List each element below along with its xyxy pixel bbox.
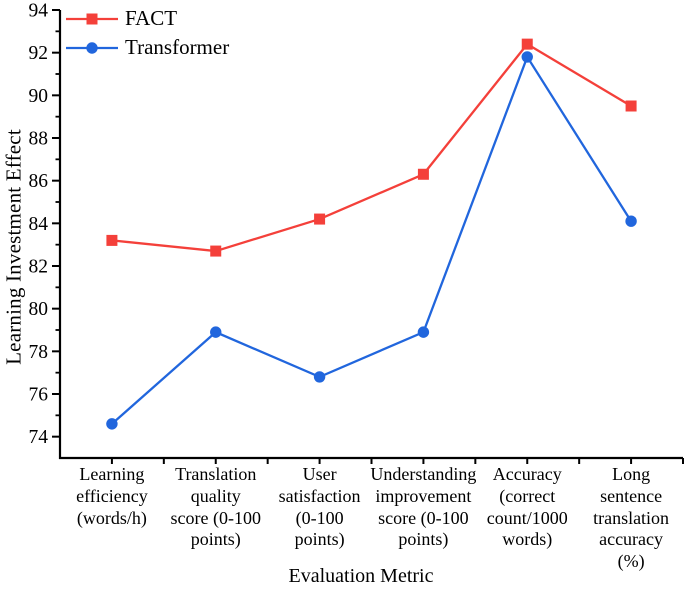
y-tick-label: 78 [29,342,49,363]
legend: FACT Transformer [66,4,229,62]
data-point-circle [210,326,222,338]
y-tick-label: 94 [29,1,49,22]
y-tick-label: 86 [29,171,49,192]
data-point-square [625,100,637,112]
series-line-fact [111,42,632,253]
y-tick-label: 74 [29,427,49,448]
x-tick-label: Translation quality score (0-100 points) [170,464,261,550]
x-tick-label: Accuracy (correct count/1000 words) [486,464,568,550]
data-point-square [106,234,118,246]
legend-marker-circle-icon [66,41,118,54]
data-point-circle [521,51,533,63]
x-axis-title: Evaluation Metric [288,565,434,587]
y-tick-label: 82 [29,257,49,278]
x-tick-label: Long sentence translation accuracy (%) [593,464,670,572]
x-tick-label: User satisfaction (0-100 points) [278,464,361,550]
y-tick-label: 76 [29,385,49,406]
legend-item-fact: FACT [66,4,229,33]
data-point-square [521,38,533,50]
data-point-circle [417,326,430,338]
data-point-circle [106,418,118,430]
data-point-square [314,213,326,225]
y-tick-label: 84 [29,214,49,235]
y-tick-label: 92 [29,43,49,64]
y-tick-label: 90 [29,86,49,107]
series-line-transformer [111,54,633,425]
legend-label: FACT [125,6,178,30]
legend-label: Transformer [125,35,230,59]
y-tick-label: 88 [29,129,49,150]
data-point-circle [313,371,326,383]
data-point-square [210,245,222,257]
legend-marker-square-icon [66,13,118,24]
x-tick-label: Understanding improvement score (0-100 p… [370,464,477,550]
y-tick-label: 80 [29,299,49,320]
data-point-square [417,168,429,180]
y-axis-title: Learning Investment Effect [1,129,26,365]
x-tick-label: Learning efficiency (words/h) [76,464,148,528]
legend-item-transformer: Transformer [66,33,229,62]
data-point-circle [625,215,637,227]
